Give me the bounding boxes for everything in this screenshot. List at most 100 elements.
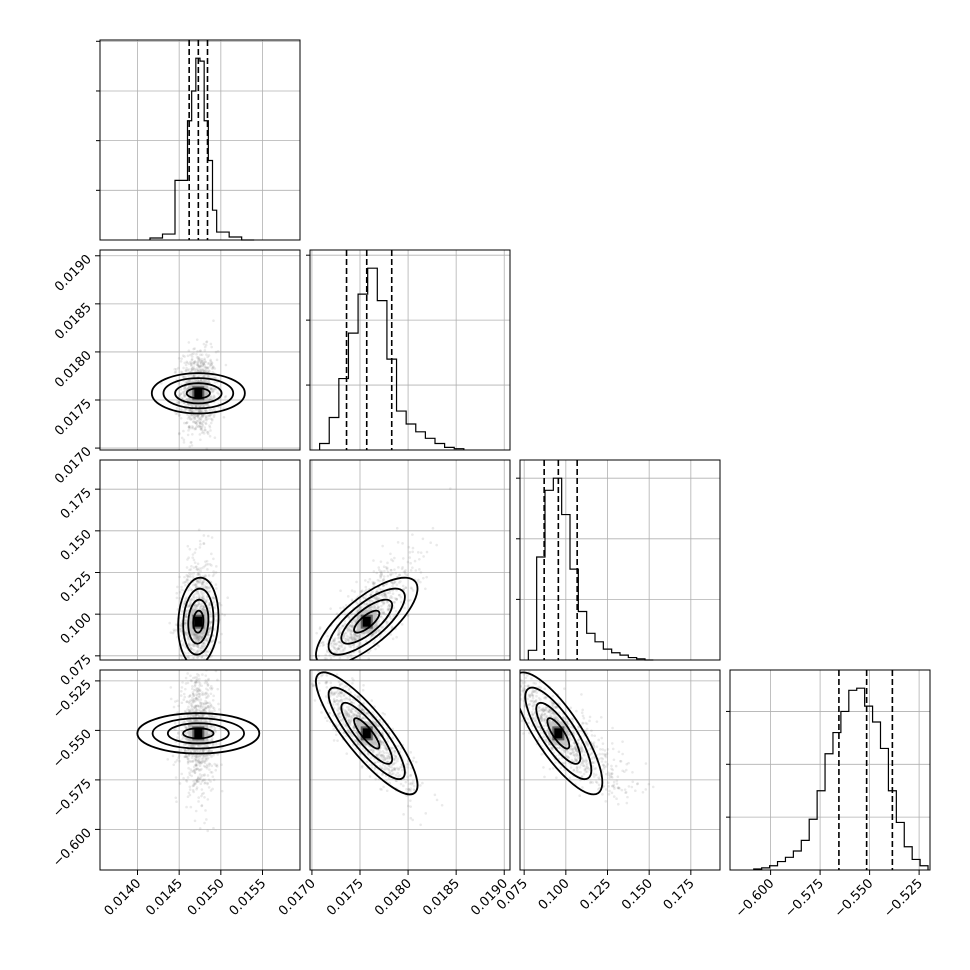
sample-point	[203, 761, 207, 765]
sample-point	[192, 770, 195, 773]
sample-point	[575, 758, 579, 762]
sample-point	[195, 779, 199, 783]
sample-point	[197, 593, 201, 596]
sample-point	[201, 420, 205, 424]
sample-point	[387, 607, 390, 611]
sample-point	[194, 704, 198, 708]
sample-point	[357, 634, 361, 638]
sample-point	[185, 398, 189, 401]
sample-point	[207, 714, 211, 718]
sample-point	[191, 424, 194, 428]
sample-point	[335, 699, 339, 702]
sample-point	[580, 745, 584, 749]
sample-point	[196, 649, 200, 652]
sample-point	[342, 693, 346, 696]
sample-point	[188, 425, 191, 428]
sample-point	[206, 693, 209, 696]
sample-point	[199, 704, 203, 708]
sample-point	[349, 636, 352, 640]
sample-point	[196, 777, 200, 780]
sample-point	[353, 618, 356, 622]
sample-point	[200, 428, 204, 431]
sample-point	[202, 606, 205, 610]
sample-point	[188, 709, 191, 712]
sample-point	[325, 680, 329, 684]
sample-point	[188, 572, 191, 575]
sample-point	[425, 550, 429, 554]
sample-point	[189, 719, 193, 722]
sample-point	[197, 405, 201, 408]
sample-point	[350, 635, 354, 639]
sample-point	[389, 633, 393, 636]
sample-point	[209, 342, 213, 346]
sample-point	[200, 359, 204, 363]
sample-point	[331, 639, 335, 642]
sample-point	[195, 756, 199, 759]
sample-point	[195, 676, 199, 679]
sample-point	[349, 655, 352, 658]
sample-point	[206, 829, 210, 833]
sample-point	[177, 721, 181, 724]
sample-point	[382, 768, 386, 771]
sample-point	[392, 767, 396, 770]
sample-point	[212, 754, 215, 757]
sample-point	[580, 775, 584, 779]
sample-point	[352, 725, 355, 729]
sample-point	[201, 424, 205, 427]
sample-point	[205, 639, 209, 643]
sample-point	[387, 757, 391, 760]
sample-point	[179, 388, 183, 391]
sample-point	[202, 591, 205, 595]
sample-point	[197, 761, 201, 765]
sample-point	[196, 639, 200, 643]
sample-point	[199, 689, 202, 692]
sample-point	[184, 597, 187, 601]
sample-point	[195, 635, 199, 638]
sample-point	[184, 612, 188, 616]
sample-point	[200, 567, 203, 570]
sample-point	[195, 749, 199, 753]
sample-point	[403, 570, 407, 574]
sample-point	[177, 414, 181, 418]
sample-point	[610, 772, 614, 775]
sample-point	[210, 738, 214, 742]
sample-point	[411, 759, 415, 763]
sample-point	[202, 779, 205, 782]
sample-point	[616, 775, 620, 778]
sample-point	[352, 701, 356, 705]
sample-point	[175, 591, 179, 595]
sample-point	[325, 685, 329, 689]
sample-point	[334, 733, 338, 737]
sample-point	[601, 752, 604, 756]
sample-point	[581, 757, 584, 761]
sample-point	[201, 363, 205, 367]
sample-point	[369, 748, 373, 751]
sample-point	[211, 574, 215, 578]
sample-point	[416, 580, 419, 583]
sample-point	[175, 596, 179, 600]
sample-point	[208, 739, 211, 743]
sample-point	[191, 692, 195, 696]
sample-point	[336, 702, 340, 705]
sample-point	[370, 699, 374, 702]
sample-point	[315, 664, 318, 667]
sample-point	[195, 651, 198, 654]
sample-point	[199, 569, 202, 573]
sample-point	[190, 633, 194, 637]
sample-point	[180, 729, 184, 733]
sample-point	[180, 357, 183, 360]
sample-point	[358, 715, 361, 718]
contour-level-2	[340, 701, 394, 765]
sample-point	[190, 643, 193, 646]
sample-point	[364, 594, 368, 597]
sample-point	[380, 600, 384, 604]
sample-point	[207, 404, 211, 408]
sample-point	[174, 796, 178, 800]
sample-point	[376, 723, 380, 726]
sample-point	[340, 700, 344, 704]
sample-point	[338, 646, 341, 650]
sample-point	[214, 614, 217, 618]
sample-point	[353, 740, 357, 743]
sample-point	[210, 387, 214, 390]
sample-point	[189, 575, 192, 579]
